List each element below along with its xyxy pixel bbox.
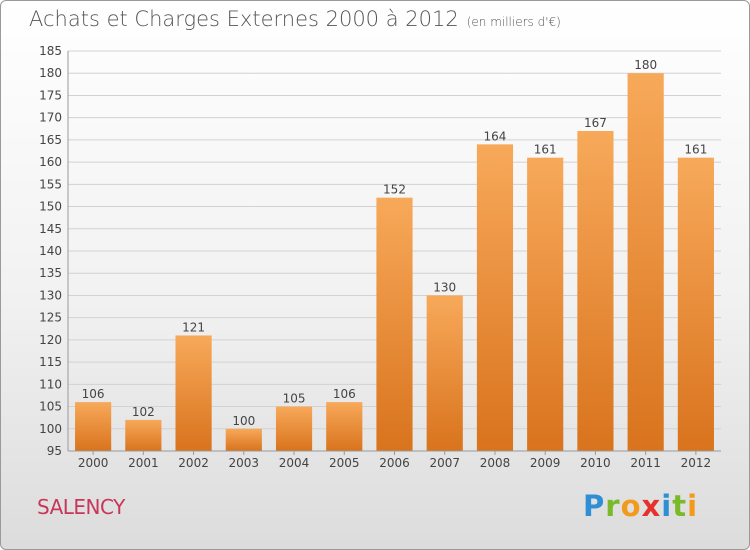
y-tick-label: 115: [39, 355, 62, 369]
chart-unit: (en milliers d'€): [466, 15, 561, 29]
bar: [426, 295, 463, 451]
bar-value-label: 167: [584, 116, 607, 130]
y-tick-label: 160: [39, 155, 62, 169]
y-tick-label: 165: [39, 133, 62, 147]
bar: [175, 335, 212, 451]
y-tick-label: 155: [39, 177, 62, 191]
y-tick-label: 180: [39, 66, 62, 80]
chart-title: Achats et Charges Externes 2000 à 2012 (e…: [29, 7, 561, 31]
y-tick-label: 130: [39, 288, 62, 302]
bar-value-label: 161: [534, 143, 557, 157]
bar-value-label: 121: [182, 320, 205, 334]
y-axis: 95 100 105 110 115 120 125 130 135 140 145 150 155 16…: [39, 44, 69, 458]
logo-letter: i: [687, 489, 699, 523]
bar-value-label: 102: [132, 405, 155, 419]
x-tick-label: 2007: [429, 456, 460, 470]
bar: [577, 131, 614, 451]
x-tick-label: 2004: [279, 456, 310, 470]
bar: [326, 402, 363, 451]
y-tick-label: 120: [39, 333, 62, 347]
x-tick-label: 2005: [329, 456, 360, 470]
bar: [225, 428, 262, 451]
bar: [527, 157, 564, 451]
bar-value-label: 100: [232, 414, 255, 428]
logo-letter: o: [620, 489, 642, 523]
y-tick-label: 185: [39, 44, 62, 58]
bar-value-label: 164: [484, 129, 507, 143]
logo-letter: P: [583, 489, 606, 523]
logo-letter: i: [661, 489, 673, 523]
bar-value-label: 180: [634, 58, 657, 72]
y-tick-label: 140: [39, 244, 62, 258]
bar: [275, 406, 313, 451]
proxiti-logo: Proxiti: [583, 489, 698, 523]
x-tick-label: 2001: [128, 456, 159, 470]
bar-value-label: 152: [383, 183, 406, 197]
bar: [125, 419, 162, 451]
bar: [627, 73, 664, 451]
y-tick-label: 175: [39, 88, 62, 102]
bar-value-label: 106: [333, 387, 356, 401]
x-tick-label: 2011: [630, 456, 661, 470]
place-name: SALENCY: [37, 495, 125, 519]
x-tick-label: 2009: [530, 456, 561, 470]
y-tick-label: 110: [39, 377, 62, 391]
x-tick-label: 2003: [229, 456, 260, 470]
bar-value-label: 161: [684, 143, 707, 157]
bar: [75, 402, 112, 451]
bar: [677, 157, 714, 451]
x-axis: 2000 2001 2002 2003 2004 2005 2006 2007 2008 2009…: [68, 450, 721, 470]
bar-value-label: 106: [82, 387, 105, 401]
bars: 106 102 121 100 105 106 152 130 164 161 167 180 161: [75, 58, 714, 452]
y-tick-label: 170: [39, 111, 62, 125]
x-tick-label: 2002: [178, 456, 209, 470]
x-tick-label: 2012: [681, 456, 712, 470]
x-tick-label: 2000: [78, 456, 109, 470]
x-tick-label: 2010: [580, 456, 611, 470]
y-tick-label: 95: [47, 444, 62, 458]
chart-title-text: Achats et Charges Externes 2000 à 2012: [29, 7, 459, 31]
logo-letter: r: [605, 489, 621, 523]
x-tick-label: 2008: [480, 456, 511, 470]
y-tick-label: 105: [39, 400, 62, 414]
x-tick-label: 2006: [379, 456, 410, 470]
bar: [476, 144, 514, 452]
y-tick-label: 145: [39, 222, 62, 236]
logo-letter: t: [672, 489, 688, 523]
bar-value-label: 130: [433, 280, 456, 294]
bar: [376, 197, 413, 451]
bar-value-label: 105: [283, 392, 306, 406]
y-tick-label: 150: [39, 200, 62, 214]
logo-letter: x: [641, 489, 662, 523]
y-tick-label: 135: [39, 266, 62, 280]
y-tick-label: 100: [39, 422, 62, 436]
y-tick-label: 125: [39, 311, 62, 325]
